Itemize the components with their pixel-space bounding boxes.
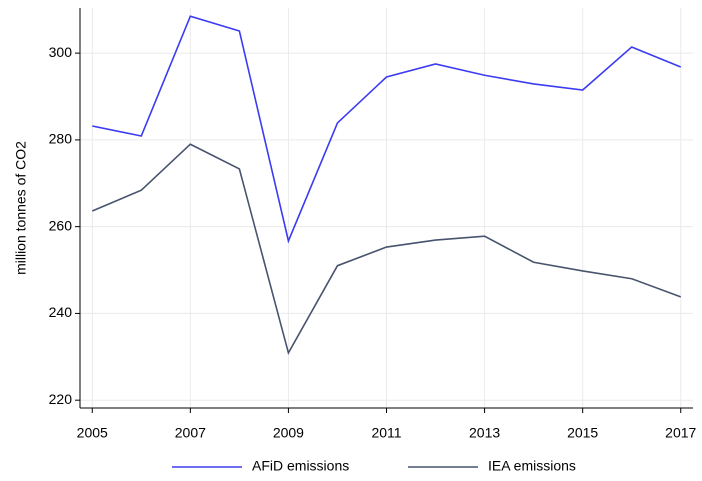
x-tick-label: 2009: [273, 425, 304, 441]
x-tick-label: 2007: [175, 425, 206, 441]
x-tick-label: 2011: [371, 425, 401, 441]
y-tick-label: 280: [49, 131, 73, 147]
legend-label: AFiD emissions: [252, 458, 349, 474]
x-tick-label: 2013: [469, 425, 500, 441]
x-tick-label: 2017: [665, 425, 696, 441]
series-line: [91, 143, 682, 356]
y-tick-label: 300: [49, 44, 73, 60]
y-tick-label: 260: [49, 217, 73, 233]
y-axis-label: million tonnes of CO2: [13, 141, 29, 275]
y-tick-label: 220: [49, 391, 73, 407]
series-line: [92, 15, 682, 244]
y-tick-label: 240: [49, 304, 73, 320]
x-tick-label: 2015: [567, 425, 598, 441]
legend-label: IEA emissions: [488, 458, 576, 474]
x-tick-label: 2005: [77, 425, 108, 441]
